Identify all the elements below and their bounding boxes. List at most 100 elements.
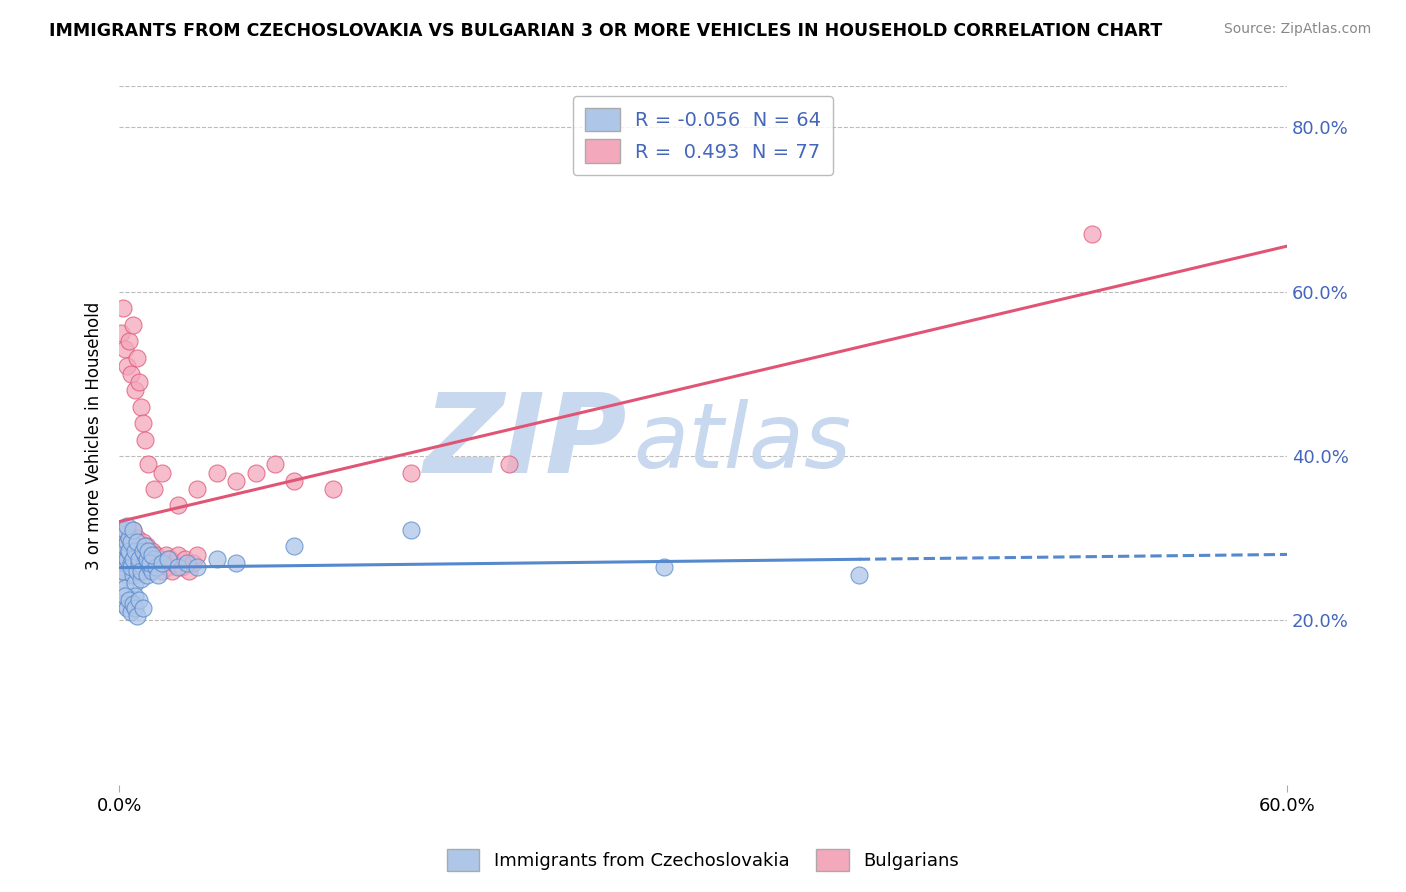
Point — [114, 540, 136, 554]
Point — [153, 556, 176, 570]
Point — [118, 543, 141, 558]
Point — [145, 560, 167, 574]
Point — [114, 551, 136, 566]
Point — [125, 564, 148, 578]
Point — [138, 458, 160, 472]
Point — [124, 576, 146, 591]
Point — [128, 375, 150, 389]
Y-axis label: 3 or more Vehicles in Household: 3 or more Vehicles in Household — [86, 301, 103, 570]
Point — [245, 466, 267, 480]
Point — [122, 543, 145, 558]
Point — [118, 543, 141, 558]
Point — [176, 556, 198, 570]
Point — [120, 605, 142, 619]
Point — [131, 556, 153, 570]
Text: IMMIGRANTS FROM CZECHOSLOVAKIA VS BULGARIAN 3 OR MORE VEHICLES IN HOUSEHOLD CORR: IMMIGRANTS FROM CZECHOSLOVAKIA VS BULGAR… — [49, 22, 1163, 40]
Point — [498, 458, 520, 472]
Point — [118, 531, 141, 545]
Point — [112, 564, 135, 578]
Point — [174, 551, 197, 566]
Point — [138, 556, 160, 570]
Point — [159, 551, 181, 566]
Point — [112, 597, 135, 611]
Point — [141, 564, 163, 578]
Point — [139, 556, 162, 570]
Point — [135, 568, 157, 582]
Text: atlas: atlas — [633, 399, 851, 486]
Point — [150, 556, 173, 570]
Point — [139, 551, 162, 566]
Point — [160, 564, 183, 578]
Point — [150, 466, 173, 480]
Point — [848, 568, 870, 582]
Point — [143, 482, 166, 496]
Point — [129, 564, 152, 578]
Point — [129, 572, 152, 586]
Point — [114, 523, 136, 537]
Point — [118, 334, 141, 348]
Point — [139, 564, 162, 578]
Point — [124, 384, 146, 398]
Point — [149, 551, 172, 566]
Point — [283, 474, 305, 488]
Point — [135, 540, 157, 554]
Point — [138, 548, 160, 562]
Point — [110, 523, 132, 537]
Point — [148, 560, 170, 574]
Point — [131, 543, 153, 558]
Point — [114, 589, 136, 603]
Point — [652, 560, 675, 574]
Point — [112, 301, 135, 316]
Point — [135, 551, 157, 566]
Point — [115, 543, 138, 558]
Point — [283, 540, 305, 554]
Point — [112, 548, 135, 562]
Point — [163, 556, 186, 570]
Point — [170, 560, 193, 574]
Point — [110, 548, 132, 562]
Point — [131, 416, 153, 430]
Point — [128, 540, 150, 554]
Point — [115, 551, 138, 566]
Point — [399, 466, 422, 480]
Point — [166, 499, 188, 513]
Point — [120, 560, 142, 574]
Point — [125, 531, 148, 545]
Point — [128, 551, 150, 566]
Point — [125, 609, 148, 624]
Point — [124, 589, 146, 603]
Point — [131, 601, 153, 615]
Point — [112, 564, 135, 578]
Point — [112, 535, 135, 549]
Point — [114, 527, 136, 541]
Point — [129, 400, 152, 414]
Point — [143, 551, 166, 566]
Point — [225, 474, 247, 488]
Legend: R = -0.056  N = 64, R =  0.493  N = 77: R = -0.056 N = 64, R = 0.493 N = 77 — [574, 96, 834, 175]
Point — [124, 601, 146, 615]
Point — [125, 560, 148, 574]
Point — [120, 560, 142, 574]
Point — [122, 318, 145, 332]
Point — [110, 572, 132, 586]
Point — [135, 551, 157, 566]
Point — [128, 556, 150, 570]
Point — [148, 568, 170, 582]
Point — [179, 564, 201, 578]
Point — [122, 597, 145, 611]
Point — [114, 581, 136, 595]
Point — [134, 433, 156, 447]
Point — [205, 551, 228, 566]
Point — [110, 326, 132, 340]
Point — [115, 601, 138, 615]
Text: ZIP: ZIP — [423, 389, 627, 496]
Point — [120, 535, 142, 549]
Point — [186, 482, 208, 496]
Point — [129, 548, 152, 562]
Point — [264, 458, 287, 472]
Point — [134, 564, 156, 578]
Point — [399, 523, 422, 537]
Point — [141, 548, 163, 562]
Point — [124, 543, 146, 558]
Point — [128, 551, 150, 566]
